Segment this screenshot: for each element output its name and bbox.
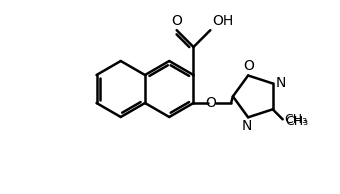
Text: O: O bbox=[205, 96, 216, 110]
Text: CH₃: CH₃ bbox=[285, 113, 308, 126]
Text: OH: OH bbox=[212, 14, 234, 28]
Text: CH₃: CH₃ bbox=[286, 115, 309, 128]
Text: O: O bbox=[171, 14, 182, 28]
Text: N: N bbox=[242, 119, 252, 133]
Text: N: N bbox=[276, 76, 286, 90]
Text: O: O bbox=[244, 60, 255, 74]
